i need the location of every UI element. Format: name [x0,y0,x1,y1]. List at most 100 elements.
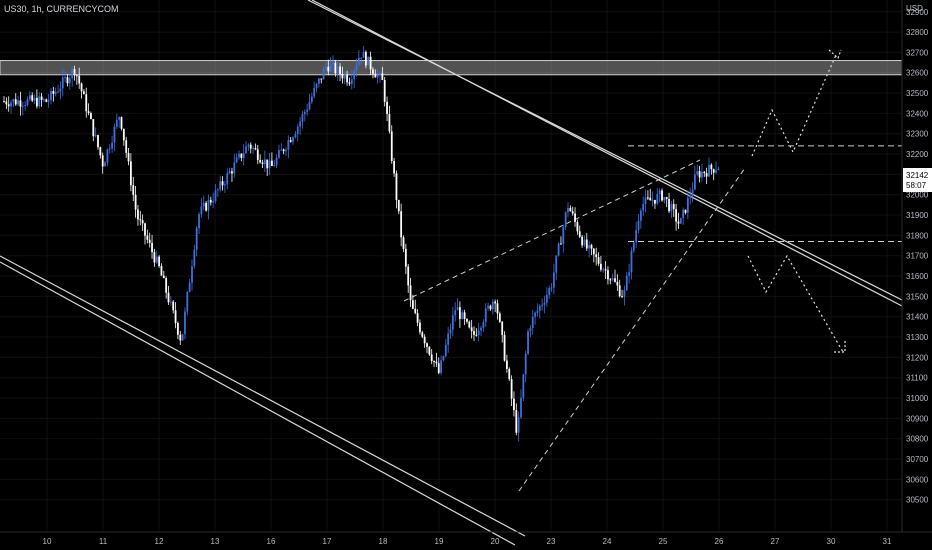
bear-candle [404,248,407,267]
bear-candle [665,197,668,200]
bull-candle [315,83,318,89]
time-tick-label: 18 [379,537,388,546]
bear-candle [585,239,588,249]
bull-candle [717,168,720,171]
bull-candle [280,149,283,151]
time-tick-label: 11 [99,537,108,546]
bull-candle [188,282,191,292]
price-tick-label: 30700 [906,455,929,464]
bull-candle [43,99,45,101]
bull-candle [216,189,219,191]
bear-candle [684,209,687,213]
bear-candle [609,279,612,281]
bear-candle [75,75,78,77]
bull-candle [529,327,532,332]
bear-candle [334,62,337,74]
time-tick-label: 30 [827,537,836,546]
bear-candle [494,301,497,304]
bear-candle [348,82,351,84]
bear-candle [97,135,99,148]
bear-candle [412,300,414,309]
bull-candle [353,70,356,80]
bull-candle [108,148,111,150]
bull-candle [632,242,635,251]
bull-candle [715,170,717,173]
grid-lines [0,0,902,532]
bull-candle [294,134,297,138]
bear-candle [397,199,400,212]
bear-candle [134,194,137,210]
horizontal-levels [628,145,902,242]
bear-candle [466,319,468,322]
bear-candle [162,275,165,278]
bear-candle [705,173,708,177]
bear-candle [231,171,233,174]
bull-candle [224,184,226,186]
bull-candle [38,96,41,107]
bull-candle [553,272,555,288]
bear-candle [73,69,76,76]
bull-candle [491,301,494,310]
bear-candle [393,160,395,174]
bull-candle [651,199,654,201]
bear-candle [604,269,607,271]
bull-candle [228,171,231,174]
bear-candle [179,334,182,341]
bull-candle [541,304,544,306]
bull-candle [71,69,74,79]
bull-candle [367,56,370,66]
bear-candle [576,221,579,232]
bull-candle [564,212,567,228]
bear-candle [14,99,17,105]
price-tick-label: 31500 [906,292,929,301]
bull-candle [296,126,299,135]
bull-candle [567,207,569,213]
projected-path [747,49,846,353]
bear-candle [423,336,426,344]
bull-candle [198,214,200,229]
bear-candle [618,285,621,297]
bull-candle [456,307,459,311]
bull-candle [61,77,64,89]
bull-candle [226,173,229,185]
time-axis[interactable]: 10 11 12 13 16 17 18 19 20 23 24 25 26 27 30 31 [43,537,892,546]
price-tick-label: 31700 [906,252,929,261]
bull-candle [306,109,309,112]
bear-candle [254,147,257,150]
bear-candle [271,160,273,166]
bear-candle [501,321,504,336]
bull-candle [451,315,454,330]
bear-candle [282,149,285,152]
price-tag-box [903,168,932,192]
bear-candle [36,97,38,107]
bull-candle [12,99,15,103]
bear-candle [365,51,367,66]
bull-candle [444,344,447,357]
price-tick-label: 32000 [906,191,929,200]
bull-candle [104,162,106,167]
bull-candle [480,327,482,331]
time-tick-label: 26 [715,537,724,546]
bear-candle [19,100,22,107]
bear-candle [90,113,92,120]
bull-candle [623,290,626,297]
bear-candle [597,257,600,264]
bull-candle [332,62,334,65]
bear-candle [468,321,471,328]
bear-candle [130,161,132,186]
bull-candle [550,287,553,289]
bear-candle [675,209,677,222]
bull-candle [442,356,445,361]
channel-line [311,0,903,307]
bull-candle [118,117,121,120]
bull-candle [536,310,539,313]
bull-candle [155,256,158,263]
bear-candle [127,152,130,162]
bull-candle [193,249,196,267]
price-tick-label: 31100 [906,374,928,383]
price-tick-label: 31300 [906,333,929,342]
bear-candle [498,313,501,322]
bear-candle [386,101,388,115]
bear-candle [710,164,713,170]
